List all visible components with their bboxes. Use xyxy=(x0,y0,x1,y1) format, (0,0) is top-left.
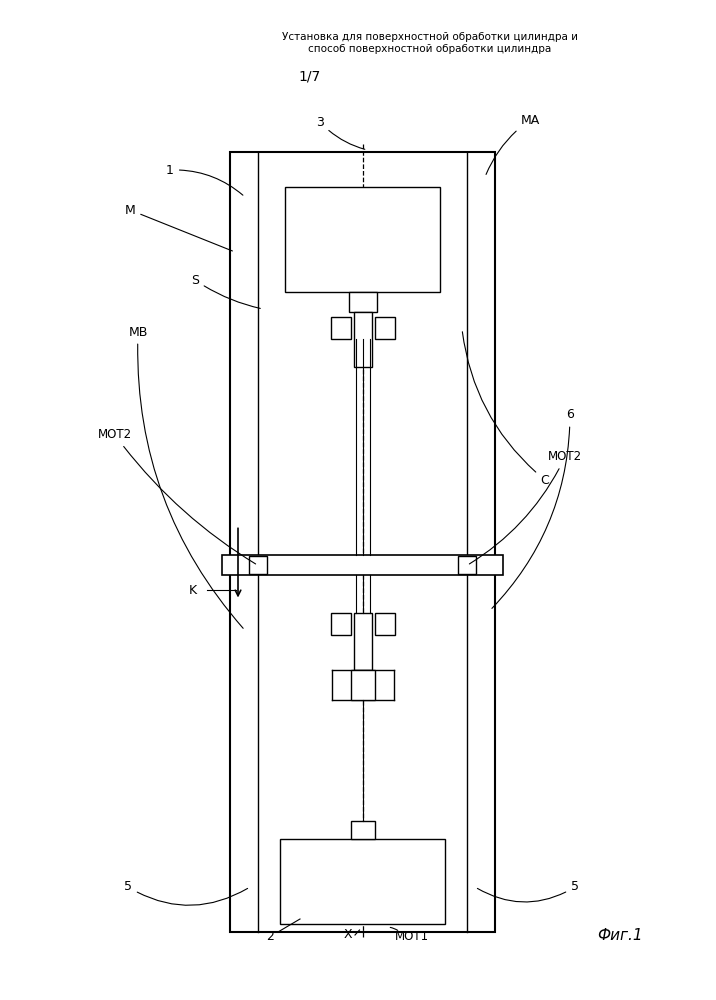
Text: 5: 5 xyxy=(124,880,248,905)
Bar xyxy=(331,317,351,339)
Text: M: M xyxy=(125,204,233,251)
Text: C: C xyxy=(463,332,549,487)
Bar xyxy=(331,613,351,635)
Bar xyxy=(230,152,495,932)
Bar xyxy=(458,556,476,574)
Text: МВ: МВ xyxy=(128,326,243,628)
Text: способ поверхностной обработки цилиндра: способ поверхностной обработки цилиндра xyxy=(309,44,551,54)
Text: K: K xyxy=(189,584,197,597)
Bar xyxy=(349,292,377,312)
Bar xyxy=(374,317,395,339)
Text: MA: MA xyxy=(486,113,540,174)
Bar xyxy=(351,821,374,839)
Bar xyxy=(374,613,395,635)
Bar xyxy=(222,555,503,575)
Bar xyxy=(354,613,372,670)
Text: МОТ2: МОТ2 xyxy=(98,428,256,564)
Text: Фиг.1: Фиг.1 xyxy=(597,928,643,943)
Bar xyxy=(280,839,445,924)
Bar xyxy=(249,556,267,574)
Text: 1: 1 xyxy=(166,163,243,195)
Text: 3: 3 xyxy=(316,115,365,149)
Text: 5: 5 xyxy=(478,880,579,902)
Text: X: X xyxy=(344,928,352,942)
Text: МОТ2: МОТ2 xyxy=(470,450,582,564)
Text: Установка для поверхностной обработки цилиндра и: Установка для поверхностной обработки ци… xyxy=(282,32,578,42)
Text: 6: 6 xyxy=(492,408,574,608)
Text: 1/7: 1/7 xyxy=(299,70,321,84)
Text: S: S xyxy=(191,273,261,308)
Bar xyxy=(354,312,372,367)
Bar xyxy=(351,670,374,700)
Text: 2: 2 xyxy=(266,930,274,944)
Text: МОТ1: МОТ1 xyxy=(395,930,429,944)
Bar xyxy=(285,187,440,292)
